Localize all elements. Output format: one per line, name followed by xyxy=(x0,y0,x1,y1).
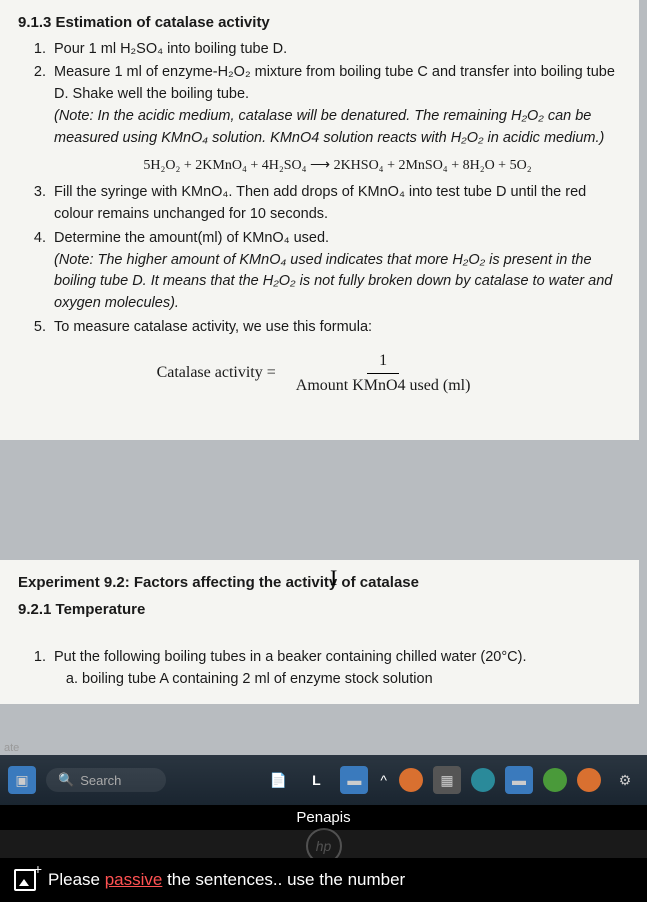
step-5: To measure catalase activity, we use thi… xyxy=(50,317,621,339)
formula-fraction: 1 Amount KMnO4 used (ml) xyxy=(284,349,483,398)
app-icon-9[interactable] xyxy=(577,768,601,792)
app-icon-10[interactable]: ⚙ xyxy=(611,766,639,794)
formula-denominator: Amount KMnO4 used (ml) xyxy=(284,374,483,398)
text-cursor-icon: I xyxy=(330,565,337,591)
procedure-list-92: Put the following boiling tubes in a bea… xyxy=(18,647,621,691)
app-icon-6[interactable] xyxy=(471,768,495,792)
step-92-1: Put the following boiling tubes in a bea… xyxy=(50,647,621,691)
sublist-92: boiling tube A containing 2 ml of enzyme… xyxy=(54,669,621,691)
taskbar[interactable]: ▣ 🔍 Search 📄 L ▬ ^ ▦ ▬ ⚙ xyxy=(0,755,647,805)
prompt-text[interactable]: Please passive the sentences.. use the n… xyxy=(48,870,405,890)
step-3: Fill the syringe with KMnO₄. Then add dr… xyxy=(50,182,621,226)
section-title-921: 9.2.1 Temperature xyxy=(18,599,621,622)
section-title-92: Experiment 9.2: Factors affecting the ac… xyxy=(18,572,621,595)
document-lower: Experiment 9.2: Factors affecting the ac… xyxy=(0,560,639,704)
search-icon: 🔍 xyxy=(58,772,74,788)
step-2: Measure 1 ml of enzyme-H₂O₂ mixture from… xyxy=(50,62,621,176)
search-placeholder: Search xyxy=(80,773,121,788)
step-2-text: Measure 1 ml of enzyme-H₂O₂ mixture from… xyxy=(54,64,615,102)
step-4: Determine the amount(ml) of KMnO₄ used. … xyxy=(50,228,621,315)
app-icon-3[interactable]: ▬ xyxy=(340,766,368,794)
chevron-up-icon[interactable]: ^ xyxy=(380,772,387,788)
search-box[interactable]: 🔍 Search xyxy=(46,768,166,792)
app-icon-5[interactable]: ▦ xyxy=(433,766,461,794)
prompt-post: the sentences.. use the number xyxy=(162,870,405,889)
bottom-input-bar[interactable]: Please passive the sentences.. use the n… xyxy=(0,858,647,902)
penapis-label: Penapis xyxy=(0,805,647,830)
step-92-1a: boiling tube A containing 2 ml of enzyme… xyxy=(82,669,621,691)
formula-numerator: 1 xyxy=(367,349,399,374)
catalase-formula: Catalase activity = 1 Amount KMnO4 used … xyxy=(18,349,621,398)
generate-image-icon[interactable] xyxy=(14,869,36,891)
app-icon-7[interactable]: ▬ xyxy=(505,766,533,794)
prompt-pre: Please xyxy=(48,870,105,889)
app-icon-8[interactable] xyxy=(543,768,567,792)
step-1: Pour 1 ml H₂SO₄ into boiling tube D. xyxy=(50,39,621,61)
start-icon[interactable]: ▣ xyxy=(8,766,36,794)
app-icon-1[interactable]: 📄 xyxy=(264,766,292,794)
chemical-equation: 5H₂O₂ + 2KMnO₄ + 4H₂SO₄ ⟶ 2KHSO₄ + 2MnSO… xyxy=(54,155,621,176)
section-title-913: 9.1.3 Estimation of catalase activity xyxy=(18,12,621,35)
prompt-error-word: passive xyxy=(105,870,163,889)
step-92-1-text: Put the following boiling tubes in a bea… xyxy=(54,649,527,665)
truncated-label: ate xyxy=(0,740,23,756)
procedure-list-913: Pour 1 ml H₂SO₄ into boiling tube D. Mea… xyxy=(18,39,621,339)
document-upper: 9.1.3 Estimation of catalase activity Po… xyxy=(0,0,639,440)
formula-lhs: Catalase activity = xyxy=(157,361,276,385)
step-4-text: Determine the amount(ml) of KMnO₄ used. xyxy=(54,230,329,246)
screen-area: 9.1.3 Estimation of catalase activity Po… xyxy=(0,0,647,805)
app-icon-2[interactable]: L xyxy=(302,766,330,794)
step-4-note: (Note: The higher amount of KMnO₄ used i… xyxy=(54,252,612,312)
step-2-note: (Note: In the acidic medium, catalase wi… xyxy=(54,108,604,146)
app-icon-4[interactable] xyxy=(399,768,423,792)
